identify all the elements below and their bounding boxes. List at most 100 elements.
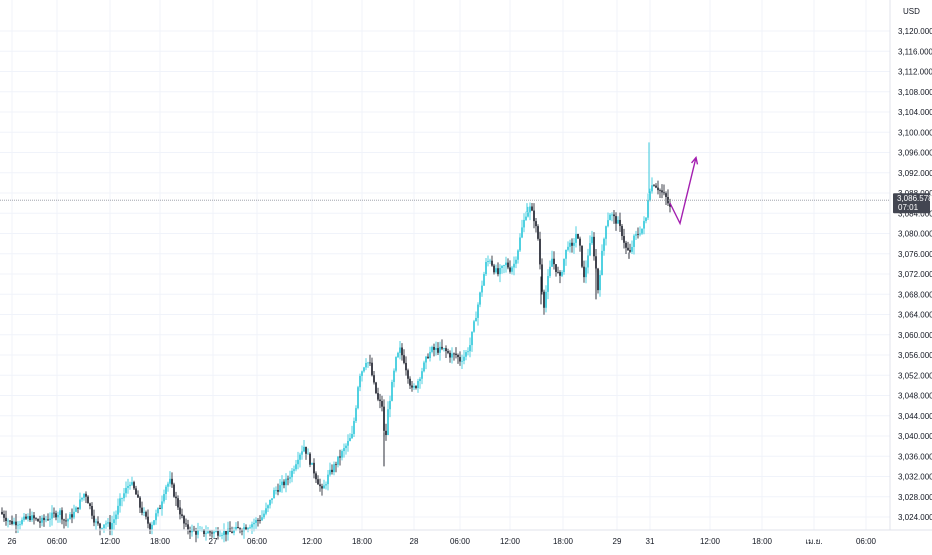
candle-body	[87, 496, 89, 504]
candle-body	[521, 227, 523, 238]
candle-body	[275, 490, 277, 491]
candle-body	[257, 520, 259, 521]
candle	[217, 527, 219, 540]
current-price-marker: 3,086.578 07:01	[0, 193, 932, 214]
candle-body	[101, 528, 103, 529]
candle-body	[577, 234, 579, 239]
candle-body	[389, 400, 391, 410]
candle-body	[377, 393, 379, 400]
candle-body	[207, 531, 209, 534]
candle	[261, 510, 263, 522]
candle-body	[437, 348, 439, 353]
candle	[545, 285, 547, 313]
candle-body	[313, 462, 315, 474]
drawing-annotation[interactable]	[669, 155, 699, 226]
candle	[277, 483, 279, 496]
candle-body	[273, 490, 275, 499]
candle	[175, 491, 177, 507]
candle-body	[177, 498, 179, 508]
candle-body	[561, 271, 563, 276]
candle	[643, 216, 645, 235]
candle	[85, 491, 87, 504]
time-tick-label: 18:00	[150, 537, 171, 546]
candle	[365, 358, 367, 371]
price-tick-label: 3,064.000	[898, 311, 932, 320]
candle-body	[643, 221, 645, 229]
candle	[571, 238, 573, 253]
candle	[503, 264, 505, 274]
time-tick-label: 29	[613, 537, 622, 546]
price-tick-label: 3,032.000	[898, 473, 932, 482]
candle	[371, 357, 373, 377]
candle	[3, 510, 5, 522]
candle-body	[141, 507, 143, 513]
candle	[333, 461, 335, 476]
projection-path[interactable]	[669, 157, 697, 226]
time-axis[interactable]: 26 06:00 12:00 18:00 27 06:00 12:00 18:00 28 06:0…	[8, 537, 877, 546]
candle-body	[631, 246, 633, 252]
candle	[233, 526, 235, 536]
candle	[653, 183, 655, 187]
candle	[367, 361, 369, 368]
candle	[13, 517, 15, 526]
candle	[137, 490, 139, 498]
candle	[443, 347, 445, 352]
candle	[361, 370, 363, 382]
candle	[323, 479, 325, 489]
candle	[281, 475, 283, 493]
candle-body	[5, 517, 7, 521]
candle	[573, 238, 575, 254]
candle	[99, 522, 101, 536]
candle-body	[613, 214, 615, 217]
candle	[473, 319, 475, 333]
candle-body	[71, 514, 73, 518]
candle	[19, 520, 21, 530]
candle	[631, 240, 633, 255]
candle-body	[25, 516, 27, 519]
price-tick-label: 3,028.000	[898, 493, 932, 502]
candle	[105, 520, 107, 529]
candle-body	[27, 516, 29, 519]
candle	[249, 524, 251, 529]
candle-body	[465, 352, 467, 357]
price-tick-label: 3,112.000	[898, 68, 932, 77]
candle	[93, 509, 95, 527]
candle-body	[145, 512, 147, 517]
candle-body	[641, 228, 643, 234]
candle-body	[629, 250, 631, 252]
candle-body	[239, 528, 241, 531]
candle	[171, 472, 173, 488]
candle-body	[299, 454, 301, 460]
candle	[185, 518, 187, 528]
candle	[211, 530, 213, 538]
candle	[587, 248, 589, 274]
currency-label: USD	[903, 7, 920, 16]
candle-body	[355, 408, 357, 422]
candle	[585, 260, 587, 284]
candle-body	[147, 516, 149, 524]
time-tick-label: 12:00	[100, 537, 121, 546]
candle	[313, 458, 315, 479]
candle-body	[85, 493, 87, 497]
candle-body	[271, 498, 273, 500]
candle	[49, 512, 51, 527]
candle-body	[175, 496, 177, 499]
candle	[55, 510, 57, 521]
candle	[517, 249, 519, 264]
candle	[515, 256, 517, 269]
candle-body	[225, 530, 227, 535]
candle	[563, 258, 565, 275]
candle	[461, 354, 463, 370]
candle	[389, 395, 391, 418]
candle-body	[429, 351, 431, 359]
candle	[319, 478, 321, 492]
candle	[173, 482, 175, 498]
candle	[447, 348, 449, 355]
candle-body	[1, 511, 3, 515]
candle	[413, 383, 415, 390]
candle-body	[129, 484, 131, 487]
candle-body	[627, 247, 629, 251]
price-axis[interactable]: 3,024.000 3,028.000 3,032.000 3,036.000 3,04…	[898, 27, 932, 522]
